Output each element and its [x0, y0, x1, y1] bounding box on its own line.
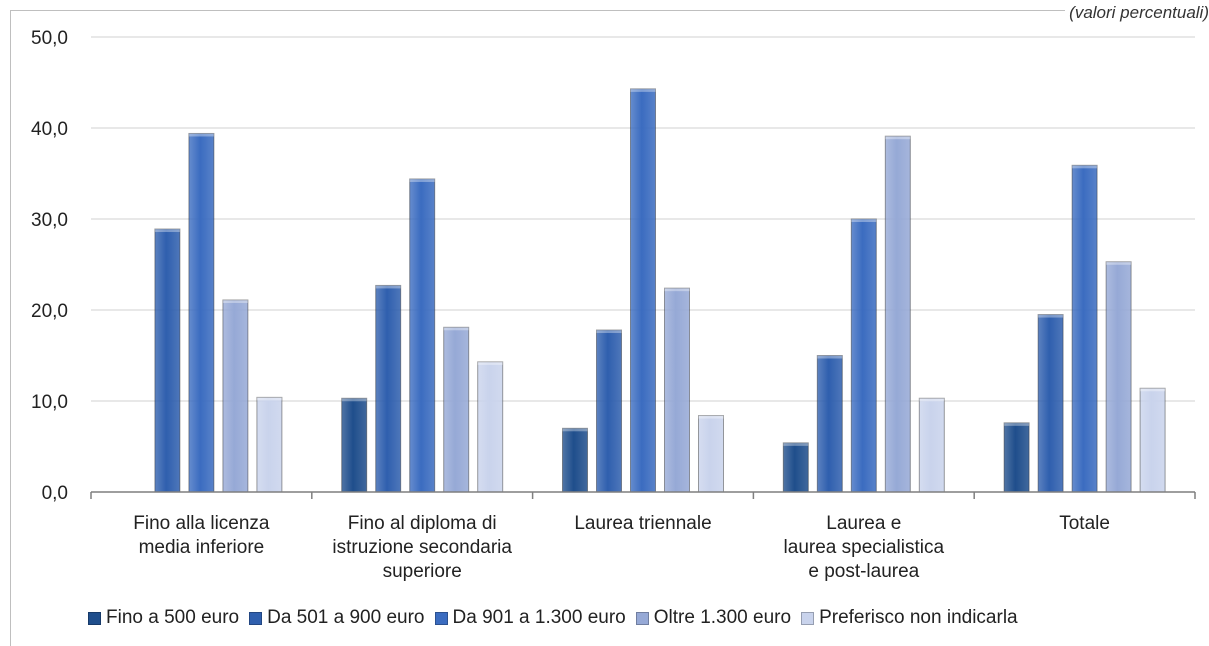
- bar-highlight: [443, 327, 469, 331]
- x-tick-label: Totale: [1059, 513, 1110, 534]
- bar: [596, 329, 622, 493]
- bar: [1105, 261, 1132, 493]
- y-tick-label: 0,0: [42, 483, 68, 504]
- legend-item: Da 901 a 1.300 euro: [434, 607, 626, 629]
- y-tick-label: 40,0: [31, 119, 68, 140]
- y-tick-label: 10,0: [31, 392, 68, 413]
- legend-label: Preferisco non indicarla: [819, 607, 1018, 628]
- bar: [816, 355, 843, 493]
- bar: [782, 442, 809, 493]
- legend: Fino a 500 euro Da 501 a 900 euro Da 901 a…: [88, 606, 1028, 630]
- legend-item: Oltre 1.300 euro: [635, 607, 792, 629]
- bar: [341, 397, 368, 493]
- bar-highlight: [817, 355, 843, 359]
- legend-label: Fino a 500 euro: [106, 607, 240, 628]
- bar-highlight: [222, 299, 248, 303]
- bar: [477, 361, 504, 493]
- bar: [1037, 314, 1064, 493]
- x-tick-label: Fino al diploma di istruzione secondaria s…: [332, 513, 512, 582]
- bar-highlight: [562, 428, 588, 432]
- bar: [1139, 387, 1166, 493]
- bar: [409, 178, 436, 493]
- bar: [562, 427, 588, 493]
- bar: [188, 132, 215, 493]
- bar-highlight: [851, 219, 877, 222]
- bar: [375, 284, 402, 493]
- legend-label: Da 501 a 900 euro: [267, 607, 425, 628]
- chart-frame: (valori percentuali): [10, 3, 1209, 646]
- bar-highlight: [477, 361, 503, 365]
- bar: [154, 228, 181, 493]
- legend-item: Da 501 a 900 euro: [249, 607, 425, 629]
- bar-highlight: [1106, 261, 1132, 265]
- x-tick-label: Laurea e laurea specialistica e post-laure…: [784, 513, 945, 582]
- bar-highlight: [375, 285, 401, 289]
- x-axis-labels: Fino alla licenza media inferiore Fino al …: [133, 513, 1110, 582]
- y-tick-label: 30,0: [31, 210, 68, 231]
- bar-highlight: [783, 442, 809, 446]
- x-tick-label: Fino alla licenza media inferiore: [133, 513, 270, 558]
- bar-highlight: [256, 397, 282, 401]
- legend-swatch: [434, 611, 448, 625]
- bar-highlight: [154, 229, 180, 233]
- legend-swatch: [801, 611, 815, 625]
- bar: [1003, 422, 1030, 493]
- bar: [698, 415, 724, 493]
- bar: [443, 326, 470, 493]
- bar: [884, 135, 911, 493]
- y-tick-label: 20,0: [31, 301, 68, 322]
- bar-highlight: [1072, 165, 1098, 169]
- bars: [154, 88, 1166, 493]
- bar: [664, 287, 690, 493]
- bar-highlight: [1004, 422, 1030, 426]
- legend-item: Preferisco non indicarla: [801, 607, 1018, 629]
- bar: [918, 397, 945, 493]
- bar-highlight: [664, 288, 690, 292]
- y-axis-ticks: 0,0 10,0 20,0 30,0 40,0 50,0: [31, 28, 68, 504]
- legend-swatch: [88, 611, 101, 625]
- bar-highlight: [630, 88, 656, 92]
- bar-highlight: [1140, 388, 1166, 392]
- bar-highlight: [188, 133, 214, 137]
- legend-swatch: [249, 611, 263, 625]
- bar-highlight: [1038, 314, 1064, 318]
- y-tick-label: 50,0: [31, 28, 68, 49]
- bar: [222, 299, 249, 493]
- legend-label: Oltre 1.300 euro: [653, 607, 792, 628]
- bar: [850, 218, 877, 493]
- legend-swatch: [635, 611, 649, 625]
- legend-label: Da 901 a 1.300 euro: [452, 607, 626, 628]
- bar: [1071, 164, 1098, 493]
- bar: [256, 396, 283, 493]
- bar-highlight: [409, 178, 435, 182]
- bar-highlight: [596, 330, 622, 334]
- units-note: (valori percentuali): [1065, 3, 1209, 23]
- x-tick-label: Laurea triennale: [574, 513, 711, 534]
- bar-highlight: [885, 136, 911, 140]
- bar-highlight: [698, 415, 724, 419]
- x-axis: [90, 491, 1196, 499]
- bar-highlight: [919, 398, 945, 402]
- legend-item: Fino a 500 euro: [88, 607, 239, 629]
- bar-highlight: [341, 398, 367, 402]
- bar: [630, 88, 656, 493]
